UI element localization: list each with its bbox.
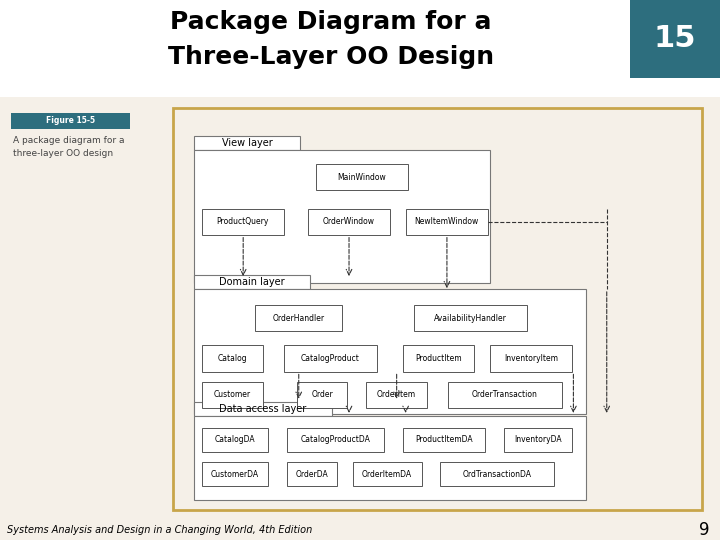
Bar	[297, 382, 348, 408]
Bar	[405, 208, 487, 235]
Text: NewItemWindow: NewItemWindow	[415, 217, 479, 226]
Text: Order: Order	[312, 390, 333, 399]
Bar	[287, 462, 337, 486]
Bar	[366, 382, 427, 408]
Bar	[503, 428, 572, 452]
FancyBboxPatch shape	[0, 97, 720, 540]
FancyBboxPatch shape	[11, 113, 130, 129]
Text: Customer: Customer	[214, 390, 251, 399]
Bar	[194, 402, 331, 416]
Text: OrderHandler: OrderHandler	[272, 314, 325, 323]
Bar	[403, 428, 485, 452]
FancyBboxPatch shape	[630, 0, 720, 78]
Text: AvailabilityHandler: AvailabilityHandler	[434, 314, 507, 323]
Text: Package Diagram for a: Package Diagram for a	[171, 10, 492, 33]
Bar	[403, 346, 474, 372]
Text: Figure 15-5: Figure 15-5	[46, 117, 95, 125]
Bar	[255, 305, 342, 331]
FancyBboxPatch shape	[0, 0, 720, 97]
Bar	[194, 150, 490, 283]
Text: 9: 9	[698, 521, 709, 539]
Bar	[194, 289, 585, 414]
Bar	[194, 275, 310, 289]
Bar	[307, 208, 390, 235]
Bar	[202, 346, 263, 372]
Text: InventoryDA: InventoryDA	[514, 435, 562, 444]
Bar	[315, 164, 408, 191]
Bar	[353, 462, 421, 486]
Text: OrderItemDA: OrderItemDA	[362, 470, 412, 478]
Bar	[490, 346, 572, 372]
Text: A package diagram for a: A package diagram for a	[13, 136, 125, 145]
Bar	[202, 428, 268, 452]
Text: Data access layer: Data access layer	[219, 404, 307, 414]
Text: ProductItemDA: ProductItemDA	[415, 435, 473, 444]
Text: OrderTransaction: OrderTransaction	[472, 390, 538, 399]
Text: CatalogProduct: CatalogProduct	[301, 354, 360, 363]
Text: Three-Layer OO Design: Three-Layer OO Design	[168, 45, 494, 69]
FancyBboxPatch shape	[173, 108, 702, 510]
Text: 15: 15	[654, 24, 696, 53]
Text: InventoryItem: InventoryItem	[504, 354, 558, 363]
Text: OrderWindow: OrderWindow	[323, 217, 374, 226]
Bar	[448, 382, 562, 408]
Text: OrderItem: OrderItem	[377, 390, 416, 399]
Bar	[202, 208, 284, 235]
Text: OrderDA: OrderDA	[295, 470, 328, 478]
Text: Domain layer: Domain layer	[220, 277, 285, 287]
Bar	[440, 462, 554, 486]
Bar	[287, 428, 384, 452]
Text: Catalog: Catalog	[217, 354, 247, 363]
Text: OrdTransactionDA: OrdTransactionDA	[462, 470, 531, 478]
Bar	[284, 346, 377, 372]
Text: MainWindow: MainWindow	[338, 173, 387, 182]
Bar	[194, 416, 585, 500]
Text: View layer: View layer	[222, 138, 272, 148]
Bar	[202, 462, 268, 486]
Text: CatalogDA: CatalogDA	[215, 435, 256, 444]
Bar	[194, 136, 300, 150]
Text: Systems Analysis and Design in a Changing World, 4th Edition: Systems Analysis and Design in a Changin…	[7, 525, 312, 535]
Text: ProductItem: ProductItem	[415, 354, 462, 363]
Text: three-layer OO design: three-layer OO design	[13, 148, 113, 158]
Text: ProductQuery: ProductQuery	[217, 217, 269, 226]
Text: CustomerDA: CustomerDA	[211, 470, 259, 478]
Bar	[202, 382, 263, 408]
Text: CatalogProductDA: CatalogProductDA	[300, 435, 371, 444]
Bar	[413, 305, 527, 331]
